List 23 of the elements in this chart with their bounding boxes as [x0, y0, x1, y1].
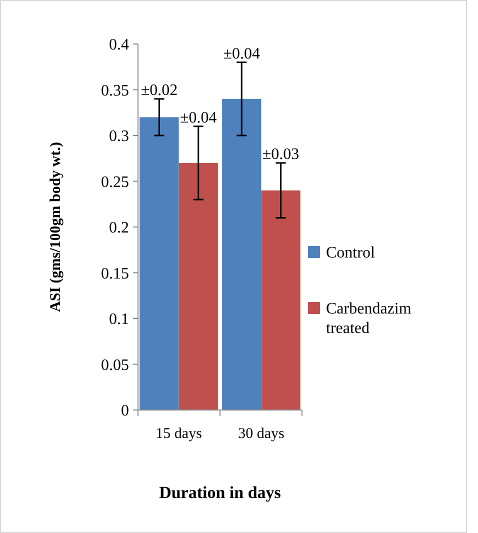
annotation: ±0.02 [140, 82, 178, 99]
y-tick-label: 0.05 [101, 356, 129, 374]
y-tick-label: 0.3 [109, 128, 129, 146]
y-tick-label: 0.35 [101, 82, 129, 100]
x-tick-label: 15 days [156, 426, 202, 442]
legend-label: Control [326, 244, 376, 262]
bar [178, 162, 218, 410]
x-axis-title: Duration in days [159, 483, 282, 502]
y-axis-title: ASI (gms/100gm body wt.) [48, 142, 64, 312]
y-tick-label: 0.2 [109, 220, 129, 237]
bar [222, 98, 262, 410]
y-tick-label: 0.1 [109, 311, 129, 328]
x-tick-label: 30 days [238, 426, 284, 442]
bar [140, 117, 179, 410]
y-tick-label: 0 [121, 402, 129, 420]
y-tick-label: 0.25 [101, 174, 129, 191]
bar [261, 190, 300, 410]
y-tick-label: 0.4 [109, 36, 129, 54]
y-tick-label: 0.15 [101, 265, 129, 282]
legend-label: Carbendazim treated [326, 300, 412, 337]
annotation: ±0.04 [223, 45, 260, 62]
annotation: ±0.04 [180, 109, 217, 126]
annotation: ±0.03 [262, 146, 300, 163]
